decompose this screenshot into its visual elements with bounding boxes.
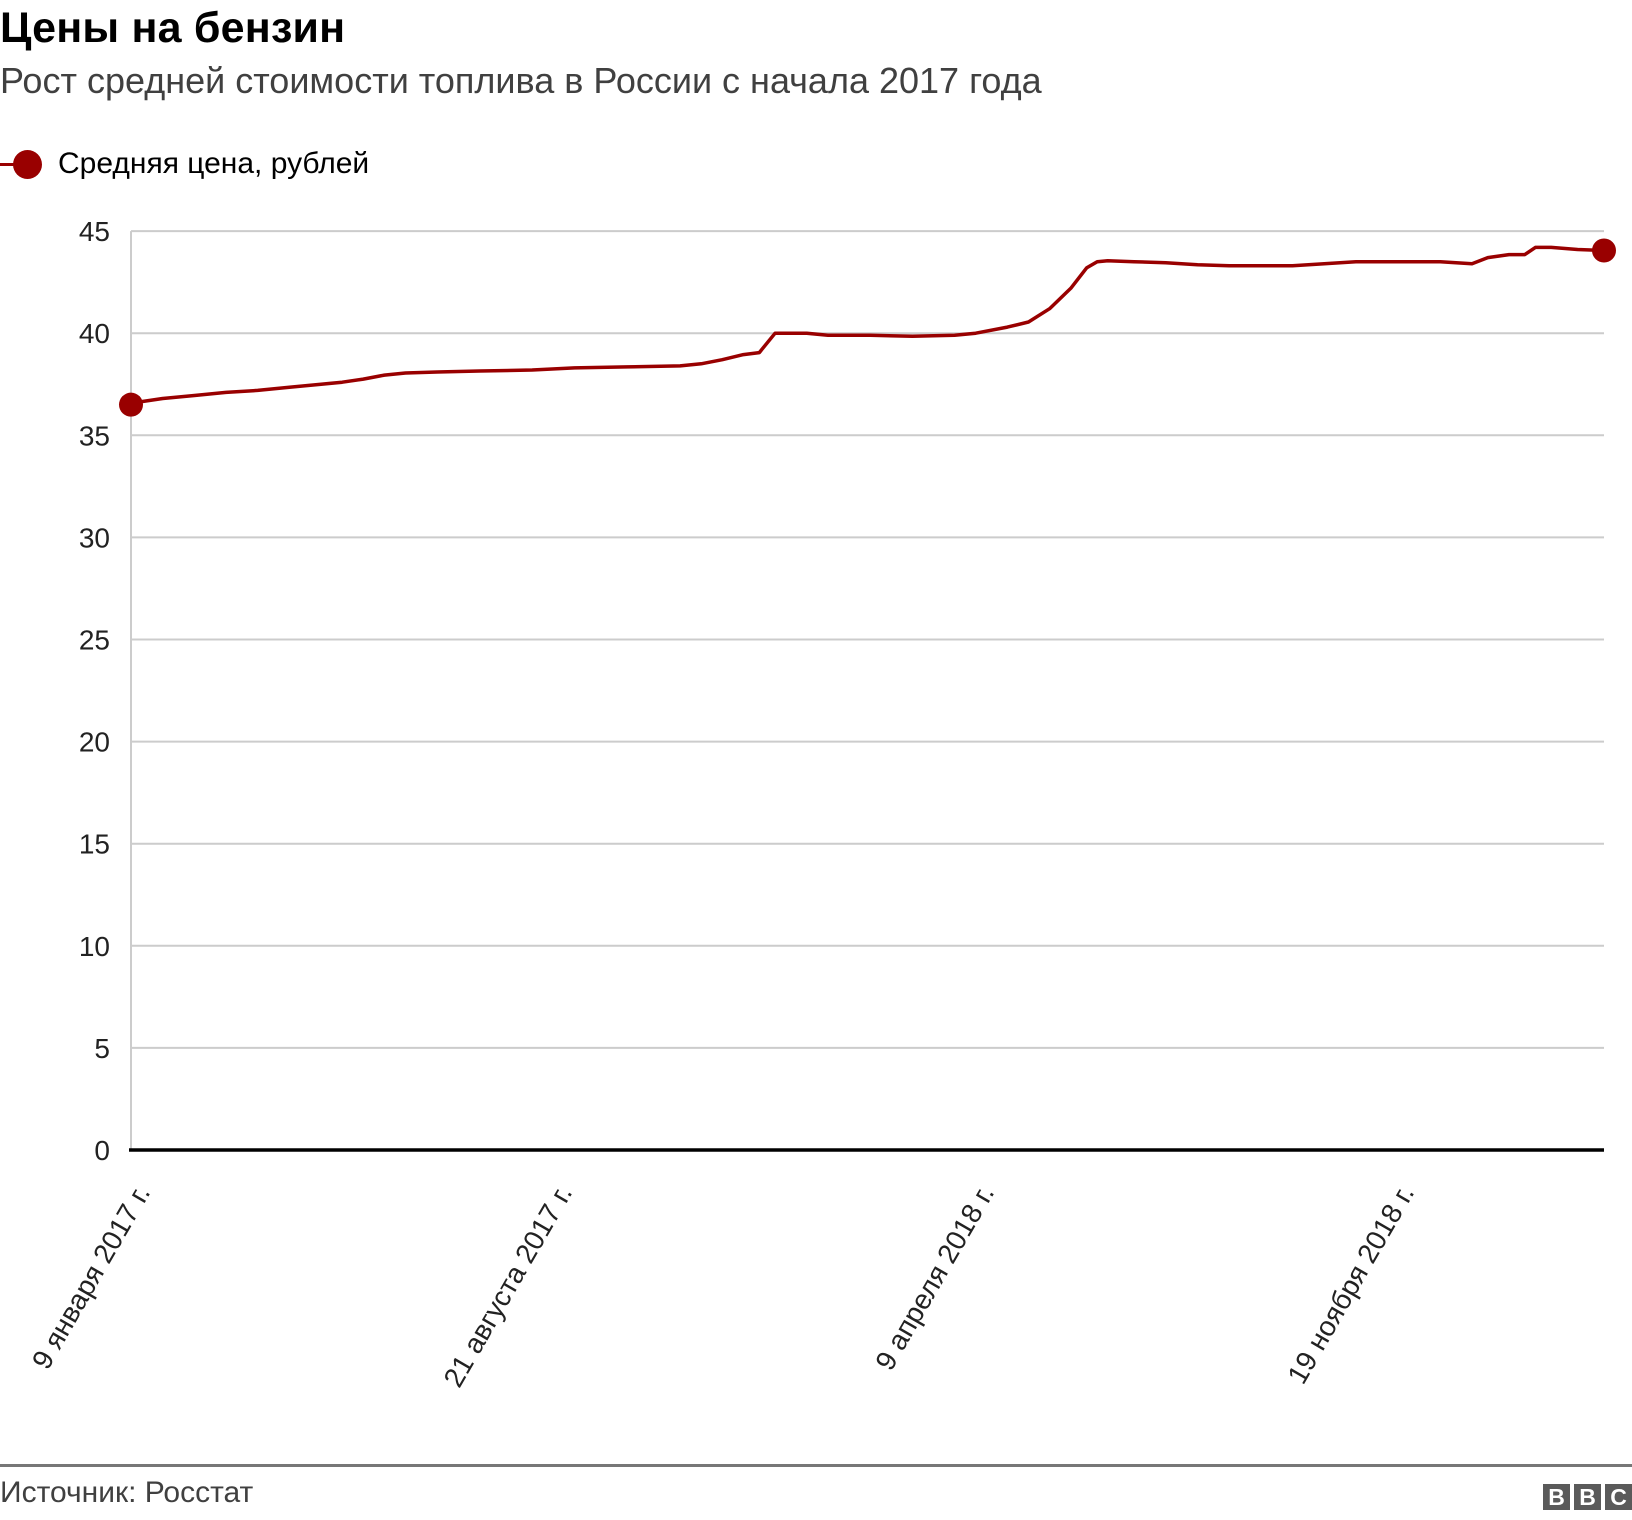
end-marker bbox=[1592, 238, 1616, 263]
legend-marker-icon bbox=[0, 142, 44, 186]
bbc-logo: B B C bbox=[1543, 1484, 1632, 1510]
x-axis-ticks: 9 января 2017 г. 21 августа 2017 г. 9 апре… bbox=[26, 1180, 1420, 1393]
y-tick-label: 30 bbox=[79, 522, 110, 553]
bbc-logo-letter: B bbox=[1543, 1484, 1570, 1510]
legend: Средняя цена, рублей bbox=[0, 142, 369, 186]
chart-title: Цены на бензин bbox=[0, 4, 346, 52]
y-tick-label: 45 bbox=[79, 216, 110, 247]
y-tick-label: 35 bbox=[79, 420, 110, 451]
x-tick-label: 9 января 2017 г. bbox=[26, 1180, 156, 1375]
y-tick-label: 5 bbox=[94, 1033, 110, 1064]
y-tick-label: 10 bbox=[79, 931, 110, 962]
x-tick-label: 9 апреля 2018 г. bbox=[869, 1180, 1000, 1376]
grid-lines bbox=[129, 230, 1604, 1152]
legend-label: Средняя цена, рублей bbox=[58, 147, 370, 180]
y-tick-label: 15 bbox=[79, 829, 110, 860]
y-tick-label: 0 bbox=[94, 1135, 110, 1166]
y-axis-ticks: 0 5 10 15 20 25 30 35 40 45 bbox=[79, 216, 110, 1166]
y-tick-label: 20 bbox=[79, 727, 110, 758]
y-tick-label: 40 bbox=[79, 318, 110, 349]
start-marker bbox=[119, 392, 143, 417]
x-tick-label: 21 августа 2017 г. bbox=[437, 1180, 578, 1393]
footer-divider bbox=[0, 1464, 1632, 1467]
x-tick-label: 19 ноября 2018 г. bbox=[1281, 1180, 1420, 1389]
chart-subtitle: Рост средней стоимости топлива в России … bbox=[0, 60, 1042, 101]
series-line bbox=[130, 245, 1605, 407]
bbc-logo-letter: B bbox=[1574, 1484, 1601, 1510]
line-chart: 0 5 10 15 20 25 30 35 40 45 9 января 2017 г. 21 ав… bbox=[26, 216, 1616, 1393]
y-tick-label: 25 bbox=[79, 625, 110, 656]
bbc-logo-letter: C bbox=[1605, 1484, 1632, 1510]
source-note: Источник: Росстат bbox=[0, 1476, 254, 1509]
